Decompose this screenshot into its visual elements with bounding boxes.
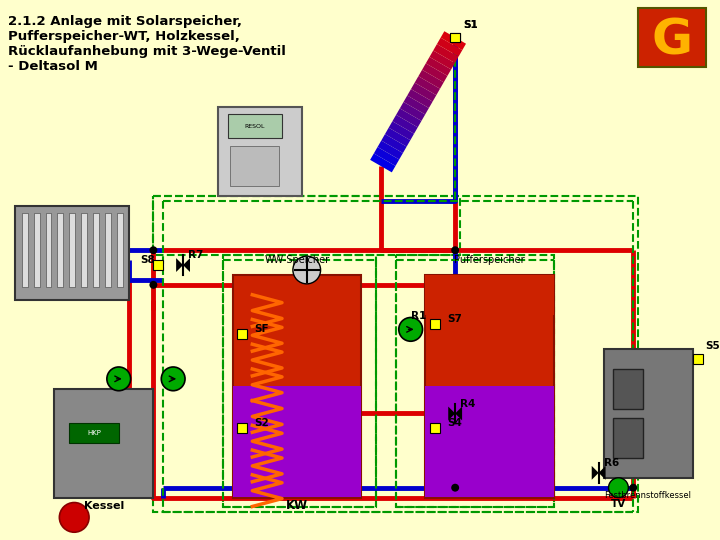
Circle shape [293, 256, 320, 284]
Text: S5: S5 [706, 341, 720, 351]
Circle shape [150, 281, 158, 289]
Bar [22, 213, 27, 287]
Text: Pufferspeicher: Pufferspeicher [454, 255, 525, 265]
Bar [153, 260, 163, 270]
Text: 2.1.2 Anlage mit Solarspeicher,
Pufferspeicher-WT, Holzkessel,
Rücklaufanhebung : 2.1.2 Anlage mit Solarspeicher, Puffersp… [8, 15, 286, 73]
Polygon shape [449, 407, 455, 421]
Bar [81, 213, 87, 287]
Bar [34, 213, 40, 287]
Text: S4: S4 [447, 418, 462, 428]
Bar [426, 386, 554, 497]
Text: S2: S2 [254, 418, 269, 428]
Polygon shape [183, 258, 190, 272]
Circle shape [451, 246, 459, 254]
Bar [153, 196, 460, 255]
Bar [238, 423, 248, 433]
Bar [431, 423, 441, 433]
Bar [450, 32, 460, 43]
Bar [230, 146, 279, 186]
Bar [603, 349, 693, 478]
Bar [450, 32, 460, 43]
Bar [233, 386, 361, 497]
Bar [431, 320, 441, 329]
Text: R7: R7 [188, 250, 203, 260]
Circle shape [451, 484, 459, 491]
Bar [426, 275, 554, 314]
Bar [396, 255, 554, 508]
Polygon shape [176, 258, 183, 272]
Text: S7: S7 [447, 314, 462, 325]
Bar [426, 275, 554, 497]
Circle shape [399, 318, 423, 341]
Circle shape [107, 367, 130, 391]
Text: SF: SF [254, 325, 269, 334]
Bar [233, 275, 361, 497]
Text: G: G [652, 16, 693, 64]
Circle shape [59, 503, 89, 532]
Text: R6: R6 [603, 458, 619, 468]
Bar [45, 213, 51, 287]
Bar [58, 213, 63, 287]
Bar [613, 369, 643, 409]
Text: S8: S8 [140, 255, 156, 265]
Bar [69, 423, 119, 443]
Text: TV: TV [611, 500, 626, 509]
Text: R4: R4 [460, 399, 475, 409]
Bar [15, 206, 129, 300]
Bar [117, 213, 122, 287]
Text: Festbrennstoffkessel: Festbrennstoffkessel [605, 490, 692, 500]
Text: HKP: HKP [87, 430, 101, 436]
Bar [93, 213, 99, 287]
Polygon shape [598, 466, 606, 480]
Text: S1: S1 [463, 19, 478, 30]
Circle shape [150, 246, 158, 254]
Circle shape [161, 367, 185, 391]
Bar [153, 196, 638, 512]
Bar [222, 255, 376, 508]
Text: KW: KW [286, 500, 308, 512]
Text: WW-Speicher: WW-Speicher [264, 255, 330, 265]
Circle shape [608, 478, 629, 497]
Bar [613, 418, 643, 458]
Circle shape [629, 484, 637, 491]
Text: R1: R1 [410, 312, 426, 321]
Text: RESOL: RESOL [244, 124, 264, 129]
Bar [238, 329, 248, 339]
Polygon shape [455, 407, 462, 421]
Bar [69, 213, 75, 287]
Bar [55, 389, 153, 497]
Text: S1: S1 [463, 19, 478, 30]
Bar [228, 113, 282, 138]
Bar [638, 8, 706, 67]
Bar [693, 354, 703, 364]
Polygon shape [592, 466, 598, 480]
Bar [105, 213, 111, 287]
Text: Kessel: Kessel [84, 502, 124, 511]
Bar [217, 107, 302, 196]
